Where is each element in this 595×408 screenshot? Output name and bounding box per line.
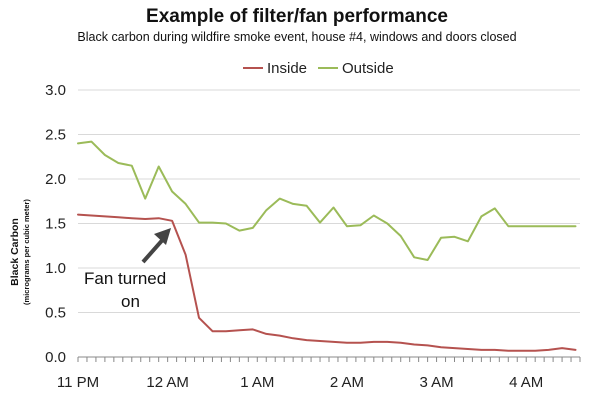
y-tick-label-5: 2.5 xyxy=(45,127,66,144)
x-tick-label-2: 1 AM xyxy=(240,374,274,391)
series xyxy=(77,140,577,352)
chart-subtitle: Black carbon during wildfire smoke event… xyxy=(77,30,516,44)
y-tick-label-1: 0.5 xyxy=(45,305,66,322)
annotation-line-2: on xyxy=(121,292,140,311)
series-line-outside xyxy=(77,140,577,261)
annotation-line-1: Fan turned xyxy=(84,269,166,288)
grid xyxy=(77,89,581,362)
annotation-arrow-head xyxy=(154,228,171,245)
y-axis-unit: (micrograms per cubic meter) xyxy=(22,199,31,305)
x-tick-label-3: 2 AM xyxy=(330,374,364,391)
x-tick-label-4: 3 AM xyxy=(419,374,453,391)
y-axis-label: Black Carbon xyxy=(9,218,21,286)
chart-title: Example of filter/fan performance xyxy=(146,6,448,27)
x-tick-label-1: 12 AM xyxy=(146,374,189,391)
legend-label-outside: Outside xyxy=(342,60,394,77)
y-tick-label-3: 1.5 xyxy=(45,216,66,233)
x-tick-label-0: 11 PM xyxy=(57,374,99,391)
legend: Inside Outside xyxy=(243,60,394,77)
y-axis-title: Black Carbon (micrograms per cubic meter… xyxy=(9,199,31,305)
x-ticks: 11 PM 12 AM 1 AM 2 AM 3 AM 4 AM xyxy=(57,374,543,391)
y-tick-label-4: 2.0 xyxy=(45,171,66,188)
series-line-inside xyxy=(77,213,577,352)
y-ticks: 0.0 0.5 1.0 1.5 2.0 2.5 3.0 xyxy=(45,82,66,366)
legend-label-inside: Inside xyxy=(267,60,307,77)
y-tick-label-6: 3.0 xyxy=(45,82,66,99)
x-tick-label-5: 4 AM xyxy=(509,374,543,391)
y-tick-label-0: 0.0 xyxy=(45,349,66,366)
y-tick-label-2: 1.0 xyxy=(45,260,66,277)
annotation: Fan turned on xyxy=(84,228,171,311)
